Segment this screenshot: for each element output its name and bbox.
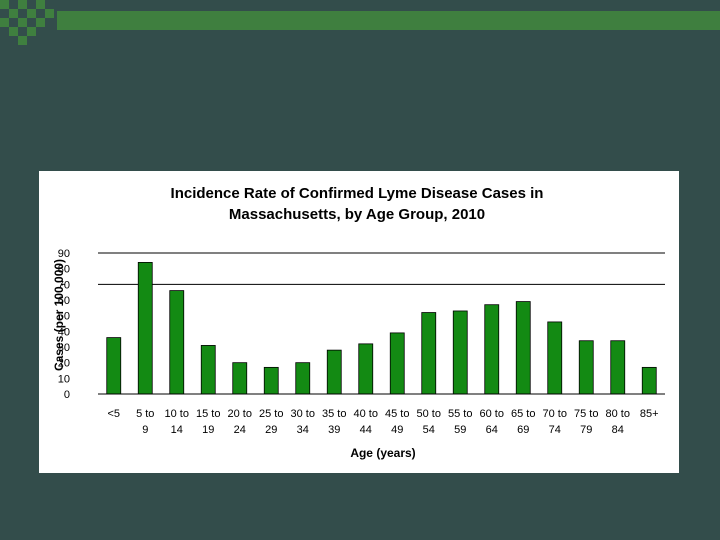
y-tick-label: 10 bbox=[58, 373, 70, 385]
bar bbox=[421, 312, 437, 395]
chart-title-line-1: Incidence Rate of Confirmed Lyme Disease… bbox=[171, 185, 544, 202]
x-tick-label: 20 to bbox=[228, 408, 252, 420]
y-tick-label: 70 bbox=[58, 279, 70, 291]
x-tick-label: 55 to bbox=[448, 408, 472, 420]
x-tick-label: 40 to bbox=[354, 408, 378, 420]
bar bbox=[358, 343, 374, 395]
chart-panel: Incidence Rate of Confirmed Lyme Disease… bbox=[39, 171, 679, 473]
x-tick-label: 5 to bbox=[136, 408, 154, 420]
x-tick-label: 85+ bbox=[640, 408, 659, 420]
y-axis-title: Cases (per 100,000) bbox=[52, 259, 66, 371]
bars bbox=[106, 262, 657, 395]
x-tick-label: 70 to bbox=[543, 408, 567, 420]
bar bbox=[610, 340, 626, 395]
x-tick-label: 25 to bbox=[259, 408, 283, 420]
bar bbox=[452, 310, 468, 395]
y-tick-label: 30 bbox=[58, 342, 70, 354]
x-tick-label: 49 bbox=[391, 424, 403, 436]
x-tick-label: 69 bbox=[517, 424, 529, 436]
bar bbox=[547, 321, 563, 395]
x-tick-label: 10 to bbox=[165, 408, 189, 420]
bar bbox=[578, 340, 594, 395]
x-axis-title: Age (years) bbox=[350, 446, 415, 460]
y-tick-label: 50 bbox=[58, 311, 70, 323]
bar bbox=[232, 362, 248, 395]
bar bbox=[106, 337, 122, 395]
x-tick-label: 9 bbox=[142, 424, 148, 436]
x-tick-label: 45 to bbox=[385, 408, 409, 420]
chart-title-line-2: Massachusetts, by Age Group, 2010 bbox=[229, 206, 485, 223]
slide-decoration bbox=[0, 0, 720, 45]
x-tick-label: 64 bbox=[486, 424, 498, 436]
bar bbox=[484, 304, 500, 395]
bar bbox=[295, 362, 311, 395]
x-tick-label: 50 to bbox=[417, 408, 441, 420]
x-tick-label: 34 bbox=[297, 424, 309, 436]
y-tick-label: 20 bbox=[58, 358, 70, 370]
x-tick-label: 80 to bbox=[606, 408, 630, 420]
x-tick-label: 60 to bbox=[480, 408, 504, 420]
x-tick-label: 54 bbox=[423, 424, 435, 436]
bar bbox=[200, 345, 216, 395]
x-tick-label: 14 bbox=[171, 424, 183, 436]
x-tick-labels: <5 5 to 9 10 to 14 15 to 19 20 to 24 25 to 29 30 to… bbox=[107, 408, 658, 436]
x-tick-label: 65 to bbox=[511, 408, 535, 420]
x-tick-label: 84 bbox=[612, 424, 624, 436]
bar bbox=[641, 366, 657, 395]
gridlines bbox=[98, 252, 665, 285]
bar bbox=[326, 349, 342, 395]
y-tick-labels: 0 10 20 30 40 50 60 70 80 90 bbox=[58, 248, 70, 401]
x-tick-label: 75 to bbox=[574, 408, 598, 420]
x-tick-label: 39 bbox=[328, 424, 340, 436]
x-tick-label: 29 bbox=[265, 424, 277, 436]
x-tick-label: 35 to bbox=[322, 408, 346, 420]
y-tick-label: 90 bbox=[58, 248, 70, 260]
x-tick-label: <5 bbox=[107, 408, 120, 420]
bar bbox=[263, 366, 279, 395]
bar bbox=[389, 332, 405, 395]
bar-chart: Incidence Rate of Confirmed Lyme Disease… bbox=[52, 185, 665, 460]
x-tick-label: 74 bbox=[549, 424, 561, 436]
y-tick-label: 40 bbox=[58, 326, 70, 338]
y-tick-label: 0 bbox=[64, 389, 70, 401]
bar bbox=[515, 301, 531, 395]
x-tick-label: 79 bbox=[580, 424, 592, 436]
x-tick-label: 24 bbox=[234, 424, 246, 436]
x-tick-label: 19 bbox=[202, 424, 214, 436]
x-tick-label: 44 bbox=[360, 424, 372, 436]
x-tick-label: 30 to bbox=[291, 408, 315, 420]
decoration-squares bbox=[0, 0, 54, 45]
x-tick-label: 15 to bbox=[196, 408, 220, 420]
y-tick-label: 80 bbox=[58, 264, 70, 276]
decoration-bar bbox=[57, 11, 720, 30]
x-tick-label: 59 bbox=[454, 424, 466, 436]
y-tick-label: 60 bbox=[58, 295, 70, 307]
bar bbox=[169, 290, 185, 395]
bar bbox=[137, 262, 153, 395]
